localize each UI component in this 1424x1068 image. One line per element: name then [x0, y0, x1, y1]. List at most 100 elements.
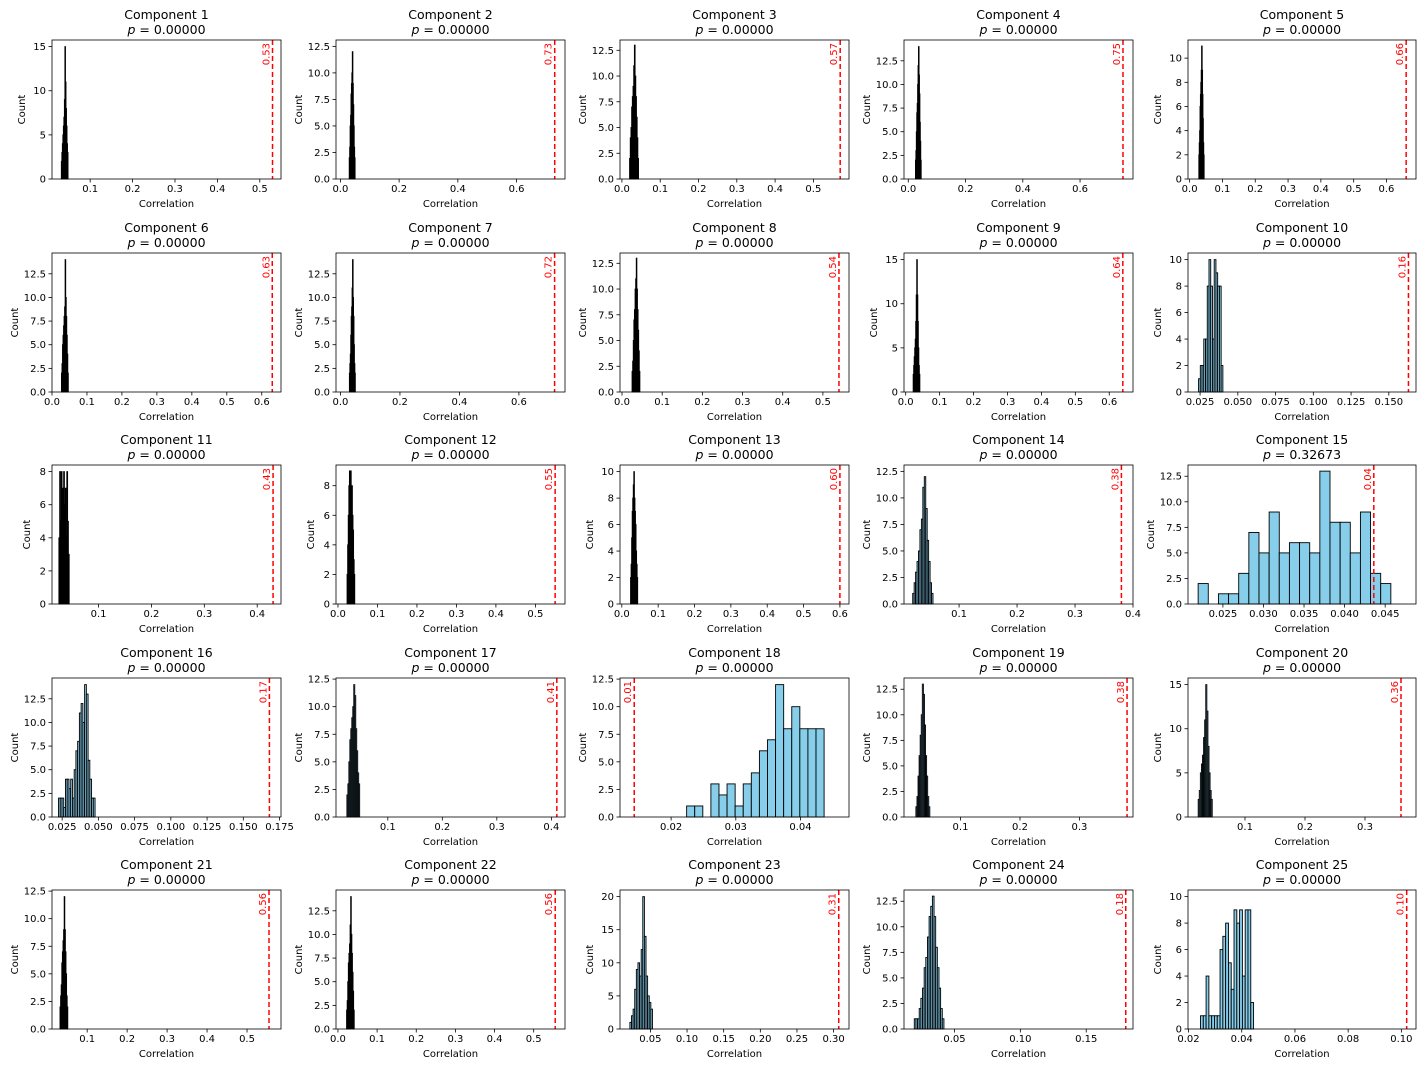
panel-20-frame [1187, 677, 1417, 818]
panel-25-ytick-label: 2 [1176, 998, 1182, 1009]
panel-9-ytick-label: 5 [892, 343, 898, 354]
panel-1-xtick-label: 0.3 [167, 184, 183, 195]
panel-22-ytick-label: 0.0 [314, 1025, 330, 1036]
panel-1-title: Component 1 [124, 7, 209, 22]
panel-6-bar [67, 372, 69, 393]
panel-6-xlabel: Correlation [139, 412, 194, 423]
panel-4-xtick-label: 0.6 [1072, 184, 1088, 195]
panel-11-subtitle-symbol: p [126, 447, 135, 462]
panel-23-ytick-label: 20 [601, 892, 614, 903]
panel-21-subtitle: p = 0.00000 [126, 872, 205, 887]
panel-7-ytick-label: 10.0 [308, 293, 330, 304]
panel-19-ytick-label: 7.5 [882, 736, 898, 747]
panel-1-xtick-label: 0.5 [252, 184, 268, 195]
panel-20-xtick-label: 0.2 [1297, 822, 1313, 833]
panel-1-ylabel: Count [17, 95, 28, 125]
panel-1-subtitle-value: = 0.00000 [135, 22, 205, 37]
panel-18-bar [791, 706, 801, 818]
panel-17-xtick-label: 0.2 [434, 822, 450, 833]
panel-1-frame [51, 39, 282, 180]
panel-11-subtitle: p = 0.00000 [126, 447, 205, 462]
panel-22-ytick-label: 7.5 [314, 954, 330, 965]
panel-10-xtick-label: 0.150 [1375, 397, 1404, 408]
panel-21-ylabel: Count [10, 945, 21, 975]
panel-18-ytick-label: 5.0 [598, 757, 614, 768]
panel-22-frame [335, 889, 566, 1030]
panel-15-xlabel: Correlation [1274, 624, 1329, 635]
panel-2-bar [354, 157, 356, 180]
panel-5-ytick-label: 0 [1176, 175, 1182, 186]
panel-11-observed-label: 0.43 [262, 468, 273, 490]
panel-5-subtitle: p = 0.00000 [1262, 22, 1341, 37]
panel-18-bar [750, 772, 760, 818]
panel-24-xtick-label: 0.10 [1009, 1034, 1031, 1045]
panel-18-subtitle-symbol: p [694, 660, 703, 675]
panel-14-ytick-label: 0.0 [882, 600, 898, 611]
panel-3-observed-label: 0.57 [829, 43, 840, 65]
panel-18-ylabel: Count [578, 733, 589, 763]
panel-14-frame [903, 464, 1134, 605]
panel-8-xtick-label: 0.0 [614, 397, 630, 408]
panel-1-ytick-label: 0 [40, 175, 46, 186]
panel-8-ytick-label: 5.0 [598, 336, 614, 347]
panel-14-observed-label: 0.38 [1110, 468, 1121, 490]
panel-24-subtitle-value: = 0.00000 [987, 872, 1057, 887]
panel-2-xtick-label: 0.0 [332, 184, 348, 195]
panel-1: 0.53 0.1 0.2 0.3 0.4 0.5 0 5 10 15 Correlation Coun… [17, 7, 282, 210]
panel-15-ytick-label: 0.0 [1166, 600, 1182, 611]
panel-15-bar [1197, 583, 1209, 605]
panel-3-subtitle: p = 0.00000 [694, 22, 773, 37]
panel-13-ytick-label: 8 [608, 494, 614, 505]
panel-25-xtick-label: 0.02 [1177, 1034, 1199, 1045]
panel-6-ytick-label: 2.5 [30, 364, 46, 375]
panel-17-ytick-label: 0.0 [314, 813, 330, 824]
panel-17-ytick-label: 2.5 [314, 785, 330, 796]
panel-21-ytick-label: 7.5 [30, 942, 46, 953]
panel-15-bar [1217, 593, 1230, 605]
panel-25-subtitle: p = 0.00000 [1262, 872, 1341, 887]
panel-17-title: Component 17 [404, 645, 496, 660]
panel-15-bar [1380, 583, 1392, 605]
panel-22-subtitle: p = 0.00000 [410, 872, 489, 887]
panel-11-ytick-label: 8 [40, 467, 46, 478]
panel-9-xtick-label: 0.6 [1101, 397, 1117, 408]
panel-17-frame [335, 677, 566, 818]
panel-23-ytick-label: 10 [601, 958, 614, 969]
panel-9-subtitle-symbol: p [978, 235, 987, 250]
panel-23-ytick-label: 5 [608, 991, 614, 1002]
panel-8-xlabel: Correlation [707, 412, 762, 423]
panel-7-xtick-label: 0.0 [333, 397, 349, 408]
panel-15-xtick-label: 0.025 [1209, 609, 1238, 620]
panel-3: 0.57 0.0 0.1 0.2 0.3 0.4 0.5 0.0 2.5 5.0 7.5 10.0 12… [578, 7, 850, 210]
panel-14-title: Component 14 [972, 432, 1064, 447]
panel-20-ytick-label: 5 [1176, 768, 1182, 779]
panel-15-bar [1288, 542, 1301, 605]
panel-22-ytick-label: 12.5 [308, 906, 330, 917]
panel-23-xtick-label: 0.20 [749, 1034, 771, 1045]
panel-14-xtick-label: 0.4 [1125, 609, 1141, 620]
panel-18-bar [694, 805, 704, 818]
panel-20-subtitle: p = 0.00000 [1262, 660, 1341, 675]
panel-22-xtick-label: 0.3 [447, 1034, 463, 1045]
panel-15-bar [1248, 532, 1260, 605]
panel-2-ytick-label: 2.5 [314, 148, 330, 159]
panel-15-bar [1339, 521, 1351, 605]
panel-14-ytick-label: 7.5 [882, 520, 898, 531]
panel-24-xlabel: Correlation [991, 1049, 1046, 1060]
panel-7-ytick-label: 5.0 [314, 340, 330, 351]
panel-13-ylabel: Count [585, 520, 596, 550]
panel-3-xtick-label: 0.4 [767, 184, 783, 195]
panel-1-ytick-label: 15 [33, 42, 46, 53]
panel-14-ytick-label: 2.5 [882, 573, 898, 584]
panel-12-observed-label: 0.55 [544, 468, 555, 490]
panel-2-subtitle-symbol: p [410, 22, 419, 37]
panel-19-title: Component 19 [972, 645, 1064, 660]
panel-9-xtick-label: 0.3 [1000, 397, 1016, 408]
panel-4-ytick-label: 2.5 [882, 151, 898, 162]
panel-25-title: Component 25 [1256, 857, 1348, 872]
panel-6-subtitle-symbol: p [126, 235, 135, 250]
panel-23-xtick-label: 0.30 [822, 1034, 844, 1045]
panel-16-ytick-label: 12.5 [24, 694, 46, 705]
panel-5-subtitle-symbol: p [1262, 22, 1271, 37]
panel-15: 0.04 0.025 0.030 0.035 0.040 0.045 0.0 2.5 5.0 7.… [1146, 432, 1417, 635]
